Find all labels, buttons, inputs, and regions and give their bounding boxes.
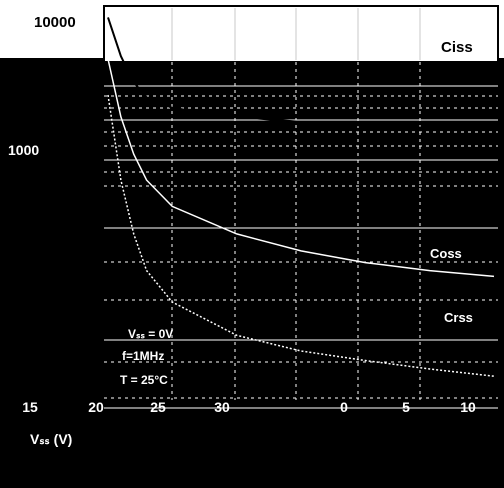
chart-dark-band-lower [0, 380, 504, 488]
y-tick-label-top: 10000 [34, 14, 76, 31]
condition-vgs: Vₛₛ = 0V [128, 327, 173, 341]
x-tick-label: 15 [22, 399, 38, 415]
x-tick-label: 20 [88, 399, 104, 415]
series-label-coss: Coss [430, 246, 462, 261]
condition-frequency: f=1MHz [122, 349, 164, 363]
grid-lines [104, 8, 498, 409]
x-axis-label: Vₛₛ (V) [30, 431, 72, 447]
x-tick-label: 30 [214, 399, 230, 415]
x-tick-label: 0 [340, 399, 348, 415]
series-label-crss: Crss [444, 310, 473, 325]
series-line-ciss [107, 17, 495, 132]
x-tick-label: 5 [402, 399, 410, 415]
chart-dark-band-middle [0, 200, 504, 380]
condition-temperature: T = 25°C [120, 373, 168, 387]
x-tick-label: 25 [150, 399, 166, 415]
y-tick-label-mid: 1000 [8, 142, 39, 158]
series-line-coss [107, 58, 495, 278]
plot-top-strip [103, 5, 499, 63]
series-layer [107, 17, 495, 377]
x-tick-label: 10 [460, 399, 476, 415]
series-line-crss [107, 94, 495, 377]
x-tick-labels: 15 20 25 30 0 5 10 [22, 399, 476, 415]
series-label-ciss: Ciss [441, 39, 473, 56]
